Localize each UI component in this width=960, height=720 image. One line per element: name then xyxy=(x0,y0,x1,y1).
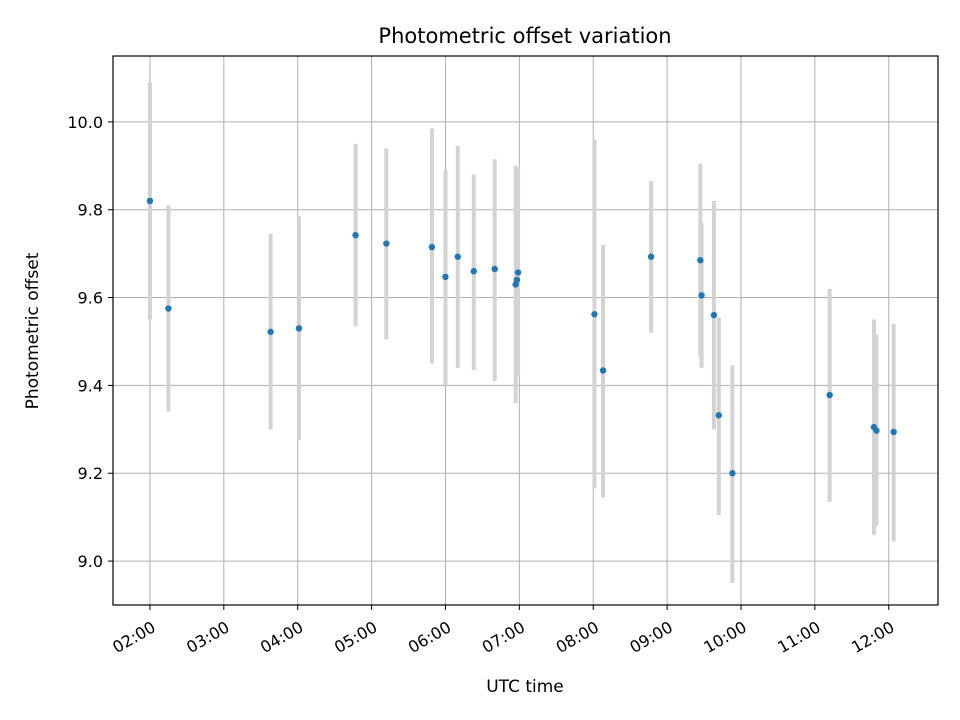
data-point xyxy=(591,311,598,318)
data-point xyxy=(146,197,154,205)
data-point xyxy=(470,268,477,275)
data-point xyxy=(513,276,521,284)
data-point xyxy=(729,470,736,477)
data-point xyxy=(295,325,303,332)
data-point xyxy=(165,305,172,312)
data-point xyxy=(352,231,359,239)
y-tick-label: 9.4 xyxy=(78,376,103,395)
data-point xyxy=(267,328,274,336)
data-point xyxy=(383,240,390,247)
plot-frame xyxy=(112,55,939,606)
data-point xyxy=(599,367,607,374)
data-point xyxy=(698,292,705,299)
data-point xyxy=(442,273,449,281)
x-axis-title: UTC time xyxy=(486,677,564,697)
y-tick-label: 9.6 xyxy=(78,289,103,308)
chart-title: Photometric offset variation xyxy=(378,24,671,48)
y-axis-ticks: 9.0 9.2 9.4 9.6 9.8 10.0 xyxy=(67,113,113,571)
data-point xyxy=(710,311,718,319)
data-point xyxy=(491,265,498,273)
data-point xyxy=(647,253,655,260)
data-points xyxy=(146,197,897,477)
y-axis-title: Photometric offset xyxy=(23,252,43,409)
data-point xyxy=(890,428,897,436)
y-tick-label: 9.2 xyxy=(78,464,103,483)
data-point xyxy=(826,391,833,399)
data-point xyxy=(514,269,522,276)
data-point xyxy=(873,427,880,434)
y-tick-label: 9.8 xyxy=(78,201,103,220)
data-point xyxy=(715,412,723,419)
data-point xyxy=(428,243,436,251)
data-point xyxy=(454,253,461,260)
y-tick-label: 10.0 xyxy=(67,113,103,132)
data-point xyxy=(697,257,704,264)
y-tick-label: 9.0 xyxy=(78,552,103,571)
